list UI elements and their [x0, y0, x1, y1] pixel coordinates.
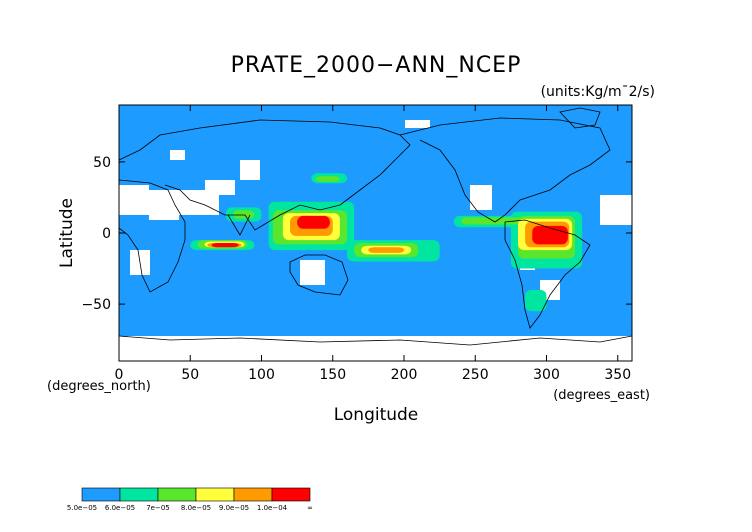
precip-region-level-5 [297, 215, 330, 229]
below-min-cell [170, 150, 185, 160]
below-min-cell [149, 190, 179, 220]
below-min-cell [300, 260, 325, 285]
coastline-north-america [399, 117, 611, 223]
colorbar-label: 1.0e−04 [257, 504, 288, 512]
coastlines [119, 107, 632, 346]
precip-region-level-4 [368, 247, 404, 253]
precip-region-level-5 [211, 242, 239, 248]
x-unit-label: (degrees_east) [553, 388, 650, 403]
x-tick-label: 150 [319, 367, 346, 383]
x-tick-label: 250 [462, 367, 489, 383]
precip-region-level-5 [532, 225, 568, 245]
y-tick-label: −50 [81, 297, 111, 313]
y-unit-label: (degrees_north) [47, 379, 151, 394]
below-min-cell [119, 185, 149, 215]
x-tick-label: 0 [115, 367, 124, 383]
colorbar-swatch [271, 487, 311, 502]
precip-region-level-1 [525, 289, 547, 312]
chart-title: PRATE_2000−ANN_NCEP [231, 53, 522, 78]
x-axis-title: Longitude [334, 405, 419, 425]
x-tick-label: 300 [533, 367, 560, 383]
x-tick-label: 50 [181, 367, 199, 383]
colorbar-label: 6.0e−05 [105, 504, 135, 512]
below-min-cell [205, 180, 235, 195]
units-label: (units:Kg/m¯2/s) [541, 84, 655, 100]
x-tick-label: 350 [604, 367, 631, 383]
precip-region-level-2 [315, 176, 340, 182]
colorbar-label: ∞ [307, 504, 313, 512]
x-axis-ticks: 0 50 100 150 200 250 300 350 [115, 105, 631, 383]
below-min-cell [240, 160, 260, 180]
coastline-south-america [504, 219, 591, 329]
colorbar-swatch [233, 487, 273, 502]
below-min-cell [405, 120, 430, 128]
colorbar-swatch [119, 487, 159, 502]
y-tick-label: 50 [93, 155, 111, 171]
colorbar-swatch [157, 487, 197, 502]
colorbar: 5.0e−05 6.0e−05 7e−05 8.0e−05 9.0e−05 1.0e−04… [67, 487, 313, 512]
below-minimum-regions [119, 120, 632, 361]
colorbar-swatch [195, 487, 235, 502]
coastline-greenland [559, 107, 601, 129]
precip-region-level-2 [233, 210, 255, 219]
colorbar-label: 5.0e−05 [67, 504, 97, 512]
y-axis-ticks: 50 0 −50 [81, 155, 632, 313]
plot-area [118, 104, 633, 362]
colorbar-label: 7e−05 [146, 504, 170, 512]
below-min-cell [470, 185, 492, 210]
coastline-antarctica [119, 335, 632, 346]
below-min-cell [600, 195, 632, 225]
coastline-africa [119, 179, 186, 293]
coastline-eurasia [119, 119, 411, 231]
below-min-cell [119, 336, 632, 361]
coastline-india [227, 214, 251, 236]
colorbar-label: 8.0e−05 [181, 504, 211, 512]
x-tick-label: 200 [391, 367, 418, 383]
colorbar-label: 9.0e−05 [219, 504, 249, 512]
x-tick-label: 100 [248, 367, 275, 383]
coastline-australia [289, 254, 349, 296]
y-tick-label: 0 [102, 226, 111, 242]
y-axis-title: Latitude [57, 198, 77, 268]
colorbar-swatch [81, 487, 121, 502]
